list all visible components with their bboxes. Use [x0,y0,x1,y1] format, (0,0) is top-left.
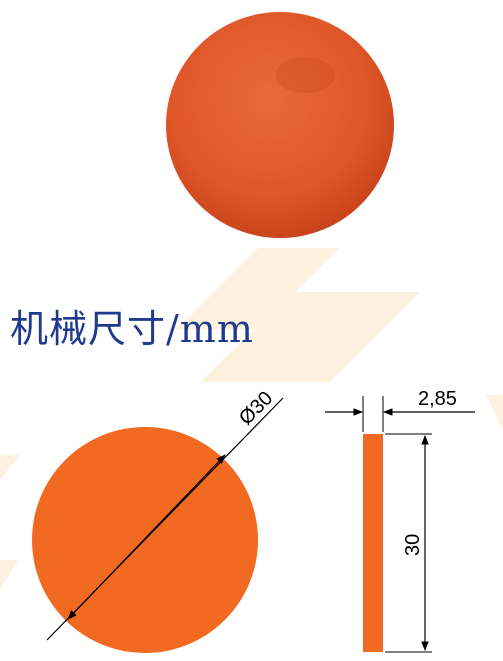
thickness-label: 2,85 [418,388,457,410]
height-label: 30 [402,534,424,556]
watermark [0,248,503,590]
product-photo-disc [166,12,394,238]
product-photo-highlight [275,57,335,93]
diameter-dimension-line [67,454,226,620]
diameter-label: Ø30 [235,387,277,429]
side-view-bar [363,434,383,652]
section-heading: 机械尺寸/mm [10,307,254,351]
